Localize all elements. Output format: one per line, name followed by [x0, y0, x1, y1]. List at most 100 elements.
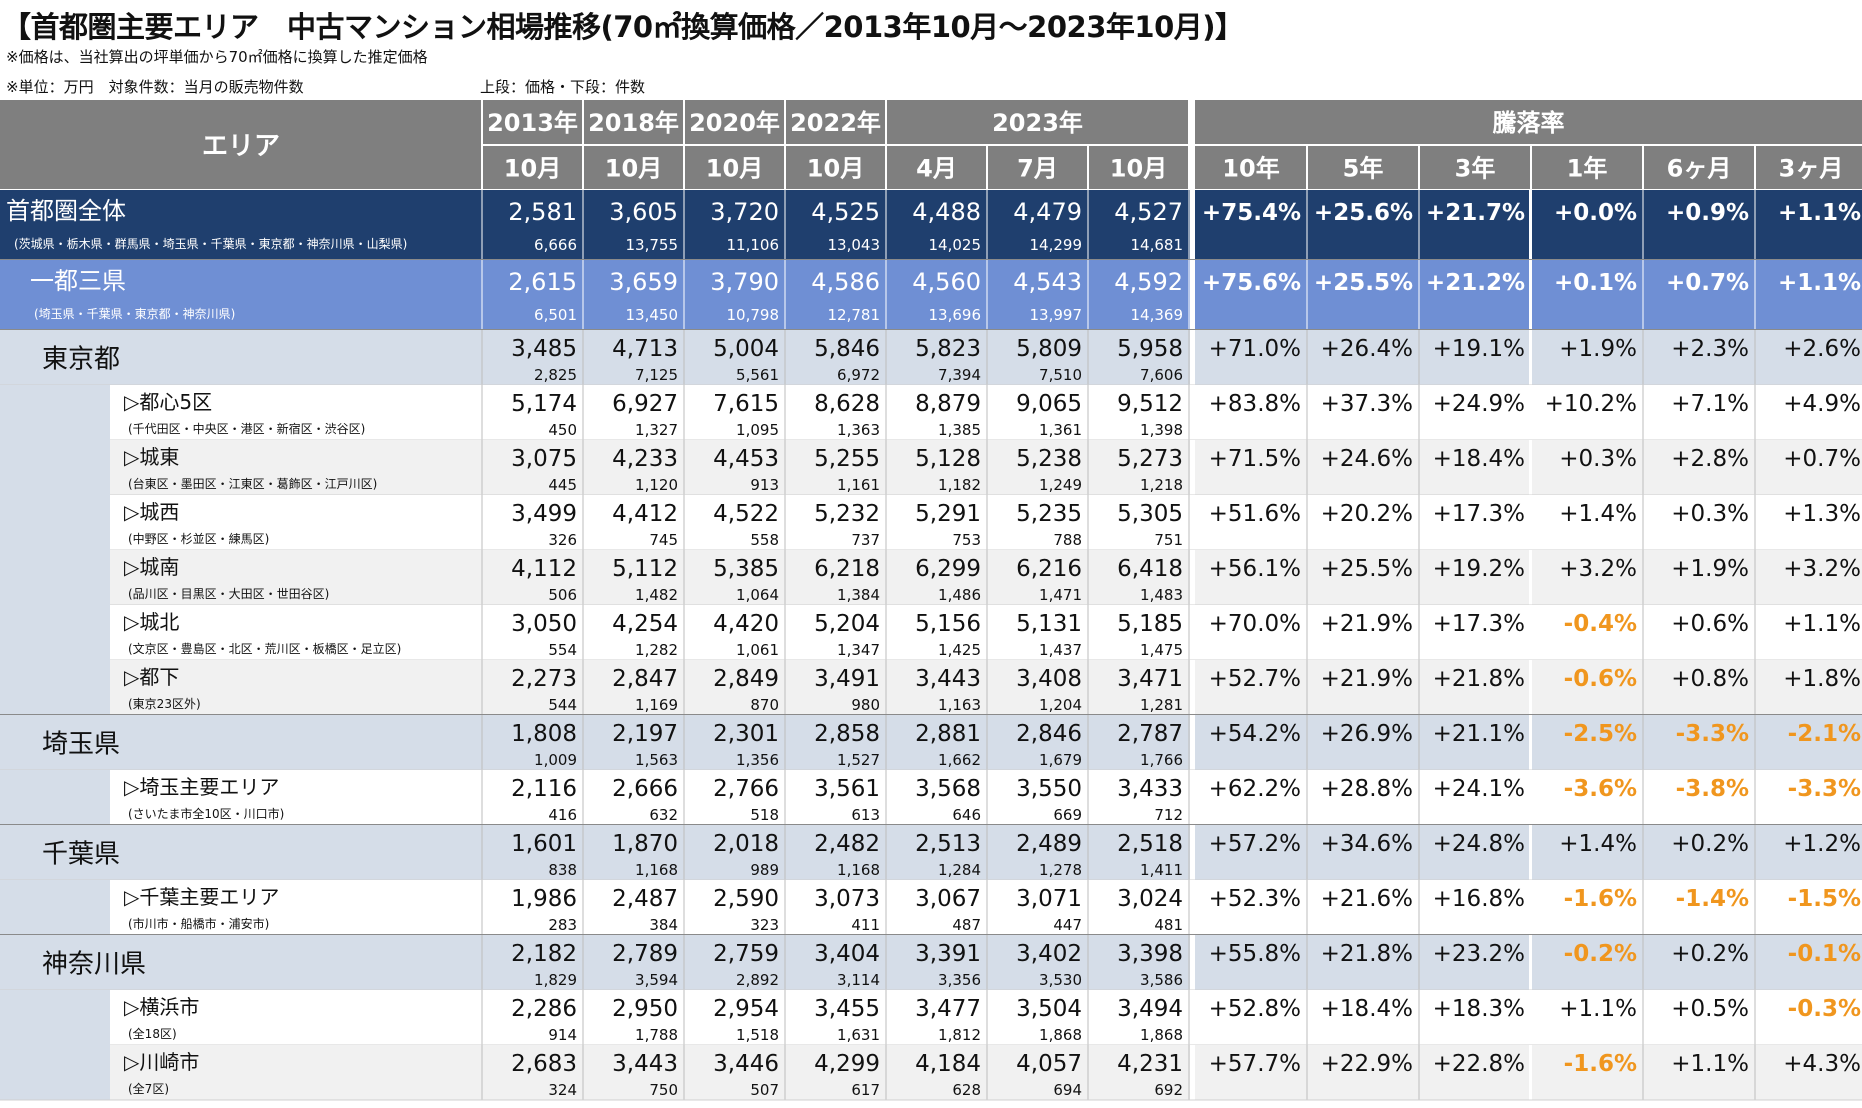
listing-count: 1,527 — [837, 751, 880, 769]
listing-count: 3,594 — [635, 971, 678, 989]
listing-count: 3,586 — [1140, 971, 1183, 989]
price-value: 2,273 — [511, 666, 577, 692]
area-subareas: (さいたま市全10区・川口市) — [128, 806, 284, 821]
listing-count: 1,284 — [938, 861, 981, 879]
change-rate: -3.3% — [1788, 776, 1861, 802]
price-value: 3,402 — [1016, 941, 1082, 967]
change-rate: +22.8% — [1433, 1051, 1525, 1077]
rate-column-header: 3ヶ月 — [1779, 155, 1844, 183]
price-value: 2,116 — [511, 776, 577, 802]
change-rate: +21.8% — [1321, 941, 1413, 967]
price-value: 2,487 — [612, 886, 678, 912]
change-rate: -3.8% — [1676, 776, 1749, 802]
change-rate: +0.7% — [1666, 270, 1749, 296]
price-value: 2,766 — [713, 776, 779, 802]
period-month-header: 10月 — [807, 155, 864, 183]
listing-count: 544 — [548, 696, 577, 714]
listing-count: 518 — [750, 806, 779, 824]
change-rate: +24.6% — [1321, 446, 1413, 472]
change-rate: -3.6% — [1564, 776, 1637, 802]
change-rate: -0.4% — [1564, 611, 1637, 637]
price-value: 4,231 — [1117, 1051, 1183, 1077]
listing-count: 416 — [548, 806, 577, 824]
price-value: 7,615 — [713, 391, 779, 417]
price-value: 2,847 — [612, 666, 678, 692]
price-value: 3,504 — [1016, 996, 1082, 1022]
section-gap — [1190, 715, 1195, 770]
listing-count: 1,384 — [837, 586, 880, 604]
price-value: 4,420 — [713, 611, 779, 637]
change-rate: +2.8% — [1671, 446, 1749, 472]
price-value: 4,057 — [1016, 1051, 1082, 1077]
area-name: 一都三県 — [30, 267, 126, 295]
period-year-header: 2018年 — [588, 109, 679, 137]
change-rate: +3.2% — [1559, 556, 1637, 582]
price-value: 3,391 — [915, 941, 981, 967]
area-subareas: (東京23区外) — [128, 697, 201, 711]
listing-count: 558 — [750, 531, 779, 549]
price-value: 3,491 — [814, 666, 880, 692]
change-rate: +26.4% — [1321, 336, 1413, 362]
rate-column-header: 3年 — [1455, 155, 1496, 183]
area-name: ▷城西 — [124, 500, 179, 524]
listing-count: 1,662 — [938, 751, 981, 769]
listing-count: 980 — [851, 696, 880, 714]
change-rate: +22.9% — [1321, 1051, 1413, 1077]
listing-count: 6,972 — [837, 366, 880, 384]
price-value: 5,255 — [814, 446, 880, 472]
rate-group-gap — [1529, 660, 1532, 715]
area-header: エリア — [202, 132, 280, 162]
price-value: 4,527 — [1114, 198, 1183, 226]
price-value: 3,455 — [814, 996, 880, 1022]
price-value: 3,071 — [1016, 886, 1082, 912]
listing-count: 1,218 — [1140, 476, 1183, 494]
price-value: 5,156 — [915, 611, 981, 637]
price-note: ※価格は、当社算出の坪単価から70㎡価格に換算した推定価格 — [6, 48, 428, 66]
price-value: 1,601 — [511, 831, 577, 857]
change-rate: +3.2% — [1783, 556, 1861, 582]
change-rate: +57.7% — [1209, 1051, 1301, 1077]
listing-count: 323 — [750, 916, 779, 934]
listing-count: 7,510 — [1039, 366, 1082, 384]
price-value: 2,197 — [612, 721, 678, 747]
price-value: 5,004 — [713, 336, 779, 362]
price-value: 2,666 — [612, 776, 678, 802]
listing-count: 1,356 — [736, 751, 779, 769]
price-value: 5,128 — [915, 446, 981, 472]
listing-count: 1,281 — [1140, 696, 1183, 714]
section-gap — [1190, 660, 1195, 715]
row-background — [0, 260, 1862, 330]
change-rate: -2.1% — [1788, 721, 1861, 747]
listing-count: 694 — [1053, 1081, 1082, 1099]
period-month-header: 10月 — [504, 155, 561, 183]
price-value: 3,073 — [814, 886, 880, 912]
area-subareas: (千代田区・中央区・港区・新宿区・渋谷区) — [128, 421, 365, 436]
listing-count: 1,204 — [1039, 696, 1082, 714]
period-year-header: 2020年 — [689, 109, 780, 137]
listing-count: 384 — [649, 916, 678, 934]
listing-count: 1,163 — [938, 696, 981, 714]
change-rate: +0.1% — [1554, 270, 1637, 296]
group-indent — [0, 495, 110, 550]
listing-count: 13,755 — [626, 236, 679, 254]
price-value: 2,759 — [713, 941, 779, 967]
group-indent — [0, 550, 110, 605]
listing-count: 14,299 — [1030, 236, 1083, 254]
listing-count: 1,868 — [1039, 1026, 1082, 1044]
change-rate: +75.4% — [1202, 200, 1301, 226]
change-rate: +1.1% — [1778, 200, 1861, 226]
change-rate: +17.3% — [1433, 501, 1525, 527]
rate-group-gap — [1529, 935, 1532, 990]
price-value: 4,560 — [912, 268, 981, 296]
listing-count: 506 — [548, 586, 577, 604]
unit-note: ※単位：万円 対象件数：当月の販売物件数 — [6, 78, 304, 96]
rate-group-gap — [1529, 715, 1532, 770]
rate-column-header: 1年 — [1567, 155, 1608, 183]
price-value: 2,489 — [1016, 831, 1082, 857]
rate-group-gap — [1529, 990, 1532, 1045]
change-rate: +1.1% — [1671, 1051, 1749, 1077]
price-value: 4,586 — [811, 268, 880, 296]
area-name: ▷都下 — [124, 665, 179, 689]
area-name: ▷横浜市 — [124, 995, 199, 1019]
listing-count: 447 — [1053, 916, 1082, 934]
